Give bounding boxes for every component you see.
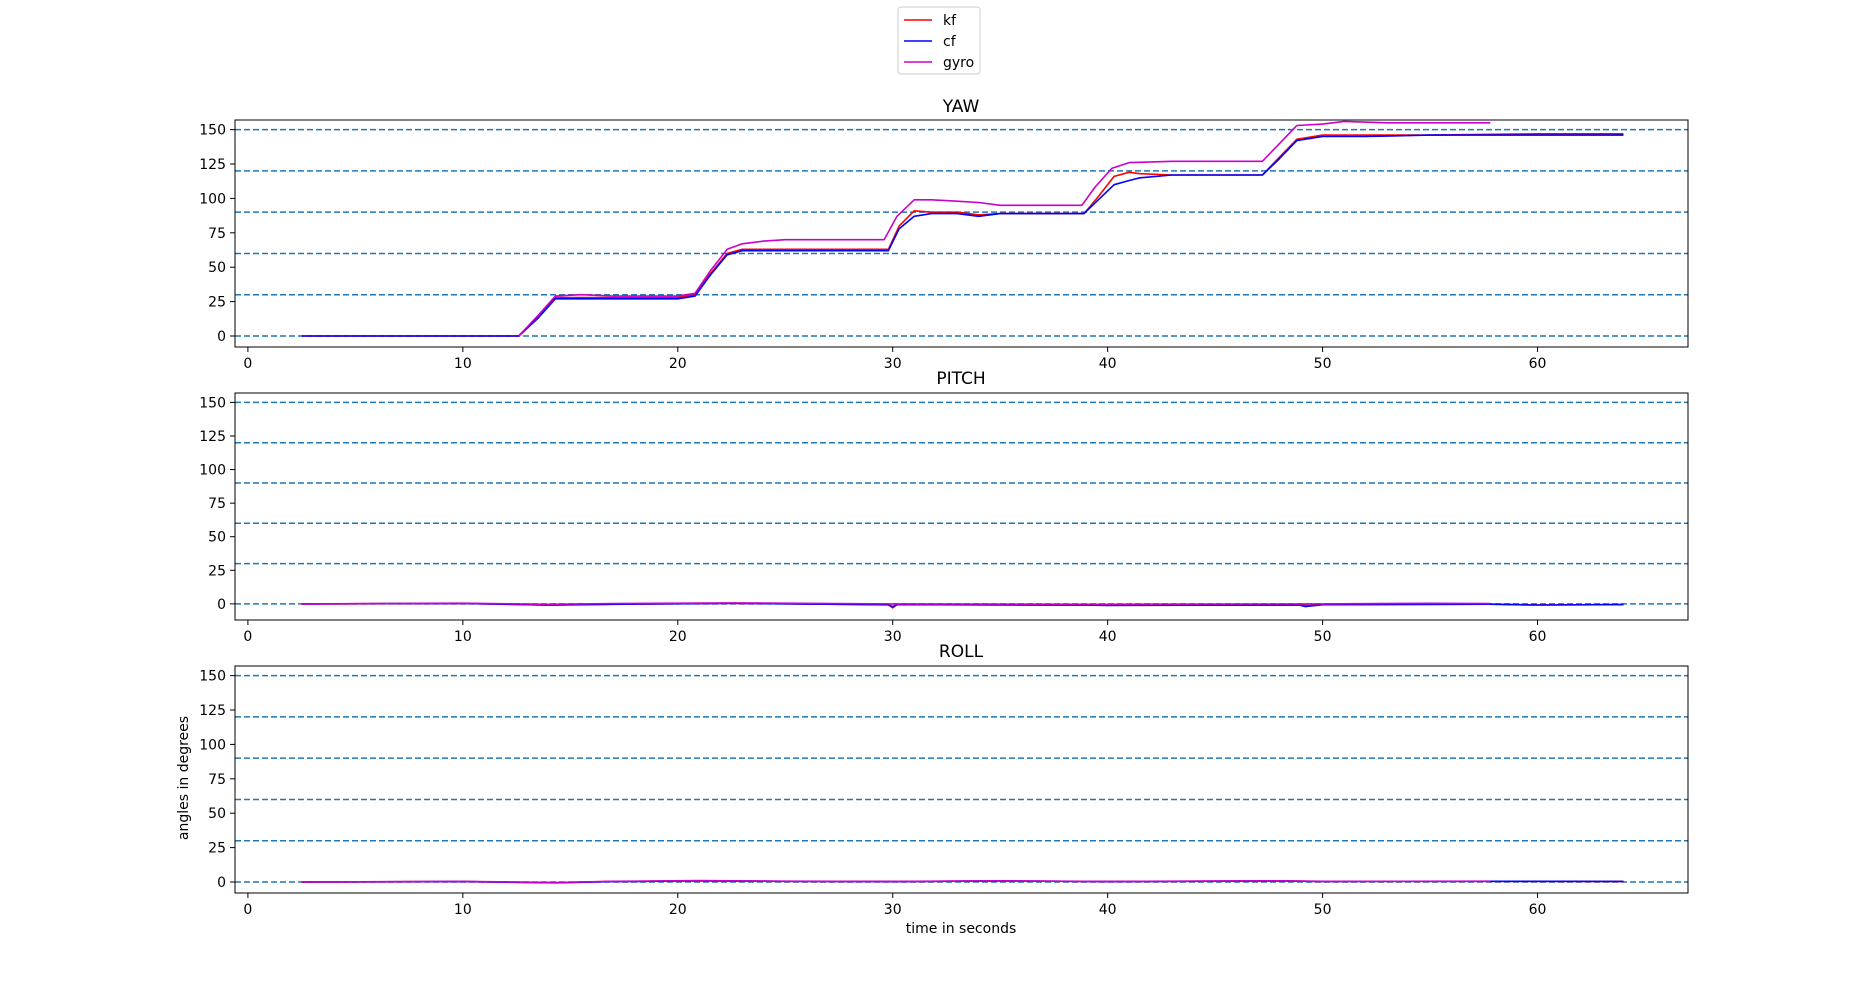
pitch-x-tick-label: 20 xyxy=(669,629,687,645)
pitch-x-tick-label: 60 xyxy=(1529,629,1547,645)
pitch-axes-frame xyxy=(234,392,1689,621)
legend-label-kf: kf xyxy=(943,13,957,29)
roll-axes-frame xyxy=(234,665,1689,894)
legend-label-cf: cf xyxy=(943,34,957,50)
pitch-y-tick-label: 75 xyxy=(208,496,226,512)
roll-x-tick-label: 40 xyxy=(1099,902,1117,918)
roll-y-tick-label: 50 xyxy=(208,806,226,822)
pitch-title: PITCH xyxy=(936,369,985,389)
yaw-series-cf xyxy=(301,134,1624,337)
roll-x-tick-label: 20 xyxy=(669,902,687,918)
roll-y-tick-label: 25 xyxy=(208,841,226,857)
yaw-panel: YAW 0 10 20 30 40 50 60 0 25 50 75 100 125 150 xyxy=(199,97,1689,372)
pitch-series-gyro xyxy=(301,602,1491,606)
yaw-x-tick-label: 30 xyxy=(884,356,902,372)
yaw-series-kf xyxy=(301,133,1624,337)
pitch-y-tick-label: 125 xyxy=(199,429,226,445)
pitch-y-tick-label: 50 xyxy=(208,530,226,546)
yaw-x-tick-label: 40 xyxy=(1099,356,1117,372)
y-axis-label: angles in degrees xyxy=(176,716,192,840)
yaw-x-tick-label: 50 xyxy=(1314,356,1332,372)
yaw-y-tick-label: 50 xyxy=(208,260,226,276)
roll-panel: ROLL time in seconds angles in degrees 0… xyxy=(176,642,1689,937)
pitch-x-tick-label: 10 xyxy=(454,629,472,645)
pitch-plot-area xyxy=(235,401,1688,609)
roll-y-tick-label: 75 xyxy=(208,772,226,788)
yaw-x-tick-label: 20 xyxy=(669,356,687,372)
yaw-y-tick-label: 25 xyxy=(208,295,226,311)
yaw-axes-frame xyxy=(234,119,1689,348)
yaw-y-tick-label: 100 xyxy=(199,191,226,207)
legend: kf cf gyro xyxy=(897,6,981,75)
roll-x-tick-label: 30 xyxy=(884,902,902,918)
yaw-x-tick-label: 60 xyxy=(1529,356,1547,372)
pitch-panel: PITCH 0 10 20 30 40 50 60 0 25 50 75 100 125 150 xyxy=(199,369,1689,645)
yaw-plot-area xyxy=(235,120,1688,337)
yaw-y-tick-label: 75 xyxy=(208,226,226,242)
x-axis-label: time in seconds xyxy=(906,921,1017,937)
yaw-x-tick-label: 0 xyxy=(243,356,252,372)
yaw-y-tick-label: 150 xyxy=(199,123,226,139)
yaw-x-tick-label: 10 xyxy=(454,356,472,372)
pitch-y-tick-label: 100 xyxy=(199,463,226,479)
pitch-x-tick-label: 0 xyxy=(243,629,252,645)
roll-y-tick-label: 100 xyxy=(199,737,226,753)
roll-series-gyro xyxy=(301,879,1491,884)
pitch-x-tick-label: 30 xyxy=(884,629,902,645)
pitch-x-tick-label: 40 xyxy=(1099,629,1117,645)
yaw-series-gyro xyxy=(518,120,1491,337)
yaw-y-tick-label: 125 xyxy=(199,157,226,173)
legend-label-gyro: gyro xyxy=(943,55,974,71)
roll-x-tick-label: 50 xyxy=(1314,902,1332,918)
roll-y-tick-label: 0 xyxy=(217,875,226,891)
roll-y-tick-label: 150 xyxy=(199,669,226,685)
roll-y-tick-label: 125 xyxy=(199,703,226,719)
pitch-y-tick-label: 150 xyxy=(199,395,226,411)
yaw-y-tick-label: 0 xyxy=(217,329,226,345)
roll-x-tick-label: 0 xyxy=(243,902,252,918)
yaw-title: YAW xyxy=(942,97,980,117)
roll-x-tick-label: 60 xyxy=(1529,902,1547,918)
pitch-x-tick-label: 50 xyxy=(1314,629,1332,645)
roll-title: ROLL xyxy=(939,642,984,662)
roll-plot-area xyxy=(235,674,1688,884)
pitch-y-tick-label: 25 xyxy=(208,563,226,579)
roll-x-tick-label: 10 xyxy=(454,902,472,918)
pitch-y-tick-label: 0 xyxy=(217,597,226,613)
legend-frame xyxy=(897,6,981,75)
